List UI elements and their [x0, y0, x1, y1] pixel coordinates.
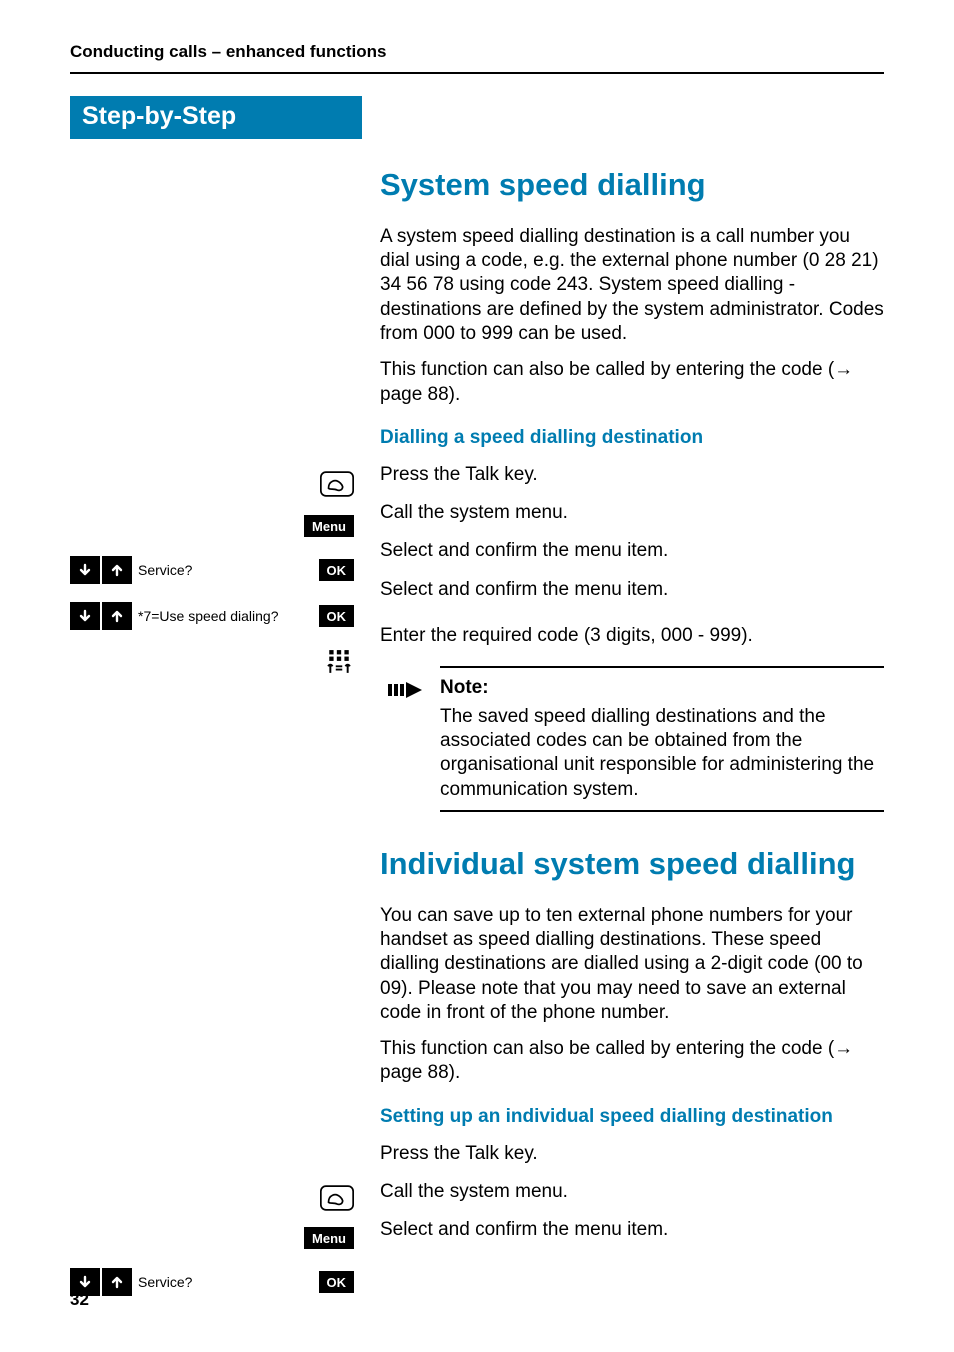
service-label: Service?: [134, 562, 313, 578]
keypad-icon: [324, 647, 354, 677]
arrow-down-icon: [70, 556, 100, 584]
step-text: Press the Talk key.: [380, 463, 884, 487]
step-text: Select and confirm the menu item.: [380, 1218, 884, 1242]
arrow-up-icon: [102, 602, 132, 630]
step-text: Call the system menu.: [380, 1180, 884, 1204]
ok-key: OK: [319, 1271, 355, 1293]
step-text: Select and confirm the menu item.: [380, 539, 884, 563]
left-row-service: Service? OK: [70, 551, 354, 589]
step-text: Press the Talk key.: [380, 1142, 884, 1166]
service-label: Service?: [134, 1274, 313, 1290]
heading-individual-speed-dialling: Individual system speed dialling: [380, 846, 884, 882]
talk-key-icon: [320, 470, 354, 498]
note-rule-bottom: [440, 810, 884, 812]
two-column-layout: Menu Service? OK: [70, 139, 884, 1307]
subheading-setting-up-destination: Setting up an individual speed dialling …: [380, 1106, 884, 1128]
para: This function can also be called by ente…: [380, 358, 884, 407]
ok-key: OK: [319, 559, 355, 581]
left-row-talk: [70, 465, 354, 503]
left-row-menu-2: Menu: [70, 1219, 354, 1257]
menu-key: Menu: [304, 1227, 354, 1249]
para: You can save up to ten external phone nu…: [380, 904, 884, 1026]
step-text: Call the system menu.: [380, 501, 884, 525]
left-row-speed-dial: *7=Use speed dialing? OK: [70, 595, 354, 637]
nav-arrows: [70, 602, 134, 630]
nav-arrows: [70, 556, 134, 584]
arrow-up-icon: [102, 556, 132, 584]
menu-key: Menu: [304, 515, 354, 537]
note-text: Note: The saved speed dialling destinati…: [440, 676, 884, 802]
left-row-keypad: [70, 643, 354, 681]
note-body: The saved speed dialling destinations an…: [440, 706, 874, 800]
arrow-up-icon: [102, 1268, 132, 1296]
note-block: Note: The saved speed dialling destinati…: [380, 666, 884, 812]
para: A system speed dialling destination is a…: [380, 225, 884, 347]
page: Conducting calls – enhanced functions St…: [0, 0, 954, 1352]
left-row-service-2: Service? OK: [70, 1263, 354, 1301]
step-text: Enter the required code (3 digits, 000 -…: [380, 624, 884, 648]
step-by-step-banner: Step-by-Step: [70, 96, 362, 139]
spacer: [70, 687, 354, 1179]
speed-dial-label: *7=Use speed dialing?: [134, 608, 313, 624]
note-icon: [380, 676, 440, 802]
para: This function can also be called by ente…: [380, 1037, 884, 1086]
step-text: Select and confirm the menu item.: [380, 578, 884, 602]
left-row-menu: Menu: [70, 507, 354, 545]
right-column: System speed dialling A system speed dia…: [362, 139, 884, 1257]
page-number: 32: [70, 1290, 89, 1310]
running-head: Conducting calls – enhanced functions: [70, 42, 884, 74]
arrow-down-icon: [70, 602, 100, 630]
subheading-dialling-destination: Dialling a speed dialling destination: [380, 427, 884, 449]
left-column: Menu Service? OK: [70, 139, 362, 1307]
talk-key-icon: [320, 1184, 354, 1212]
ok-key: OK: [319, 605, 355, 627]
spacer: [70, 139, 354, 465]
note-title: Note:: [440, 676, 884, 700]
heading-system-speed-dialling: System speed dialling: [380, 167, 884, 203]
left-row-talk-2: [70, 1179, 354, 1217]
